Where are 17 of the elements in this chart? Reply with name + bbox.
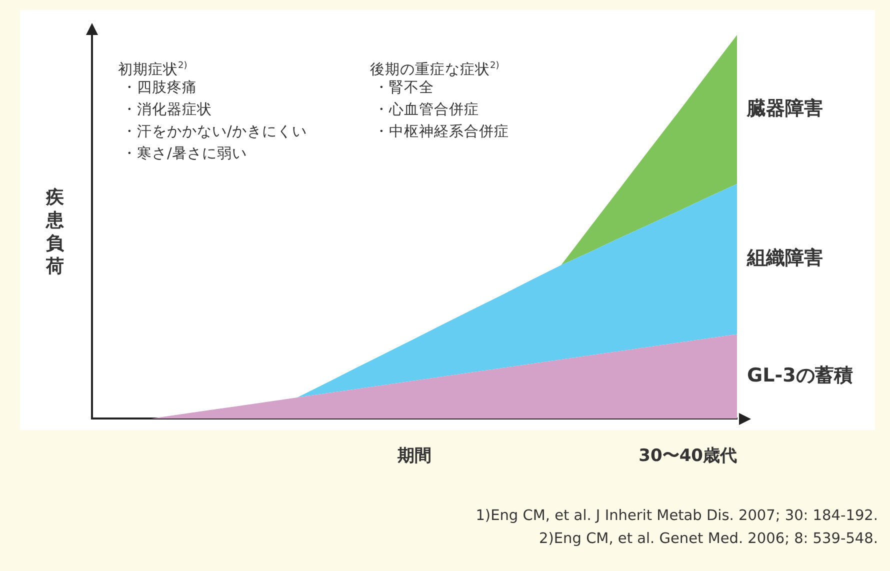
annotation: ・中枢神経系合併症 xyxy=(374,123,509,142)
text: 30〜40歳代 xyxy=(638,445,737,467)
x-axis-title: 期間 xyxy=(398,445,432,467)
annotation: ・心血管合併症 xyxy=(374,100,479,120)
annotation: ・消化器症状 xyxy=(122,101,212,120)
series-label: GL-3の蓄積 xyxy=(747,364,853,386)
text: 2)Eng CM, et al. Genet Med. 2006; 8: 539-548. xyxy=(539,531,878,547)
annotation: ・寒さ/暑さに弱い xyxy=(122,144,247,164)
text: 1)Eng CM, et al. J Inherit Metab Dis. 2007; 30: 184-192. xyxy=(476,508,878,524)
y-axis-title: 疾患負荷 xyxy=(46,186,64,278)
series-label: 組織障害 xyxy=(746,246,823,269)
annotation: ・汗をかかない/かきにくい xyxy=(122,123,307,142)
annotation: 後期の重症な症状$^{2)}$ xyxy=(370,60,500,80)
annotation: 初期症状$^{2)}$ xyxy=(118,60,188,80)
series-label: 臓器障害 xyxy=(746,97,823,120)
annotation: ・四肢疼痛 xyxy=(122,79,197,98)
annotation: ・腎不全 xyxy=(374,79,434,98)
